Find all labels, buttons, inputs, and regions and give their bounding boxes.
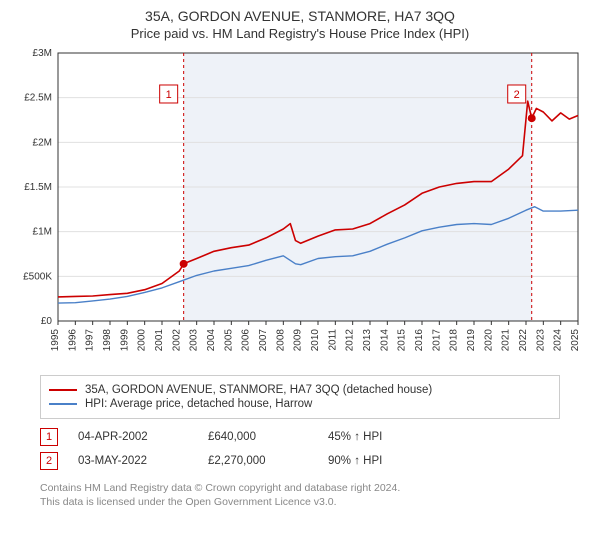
chart-svg: £0 £500K £1M £1.5M £2M £2.5M £3M 1995 1996 1997 19… [14, 47, 586, 367]
svg-text:2017: 2017 [431, 329, 442, 352]
sale-price: £640,000 [208, 431, 308, 443]
svg-text:2018: 2018 [449, 329, 460, 352]
table-row: 1 04-APR-2002 £640,000 45% ↑ HPI [40, 425, 560, 449]
svg-text:1: 1 [166, 89, 172, 101]
sale-pct: 45% ↑ HPI [328, 431, 438, 443]
svg-text:2002: 2002 [171, 329, 182, 352]
sale-date: 03-MAY-2022 [78, 455, 188, 467]
svg-text:2019: 2019 [466, 329, 477, 352]
svg-text:2016: 2016 [414, 329, 425, 352]
svg-text:£1M: £1M [33, 227, 52, 238]
svg-text:2015: 2015 [397, 329, 408, 352]
chart-plot: £0 £500K £1M £1.5M £2M £2.5M £3M 1995 1996 1997 19… [14, 47, 586, 367]
sale-badge: 1 [40, 428, 58, 446]
svg-text:2025: 2025 [570, 329, 581, 352]
svg-text:1995: 1995 [50, 329, 61, 352]
footer-line: This data is licensed under the Open Gov… [40, 495, 586, 509]
svg-text:2010: 2010 [310, 329, 321, 352]
svg-text:1999: 1999 [119, 329, 130, 352]
svg-text:2012: 2012 [345, 329, 356, 352]
svg-text:2024: 2024 [553, 329, 564, 352]
svg-text:2014: 2014 [379, 329, 390, 352]
chart-subtitle: Price paid vs. HM Land Registry's House … [14, 26, 586, 41]
svg-text:2007: 2007 [258, 329, 269, 352]
svg-text:£500K: £500K [23, 271, 52, 282]
chart-title: 35A, GORDON AVENUE, STANMORE, HA7 3QQ [14, 8, 586, 24]
footer-attribution: Contains HM Land Registry data © Crown c… [40, 481, 586, 509]
sales-table: 1 04-APR-2002 £640,000 45% ↑ HPI 2 03-MA… [40, 425, 560, 473]
svg-text:2006: 2006 [241, 329, 252, 352]
svg-text:2005: 2005 [223, 329, 234, 352]
svg-text:2003: 2003 [189, 329, 200, 352]
svg-text:1996: 1996 [67, 329, 78, 352]
legend-label: HPI: Average price, detached house, Harr… [85, 398, 312, 410]
legend-row: HPI: Average price, detached house, Harr… [49, 398, 551, 410]
svg-text:2021: 2021 [501, 329, 512, 352]
svg-text:2011: 2011 [327, 329, 338, 351]
footer-line: Contains HM Land Registry data © Crown c… [40, 481, 586, 495]
svg-text:£3M: £3M [33, 48, 52, 59]
sale-date: 04-APR-2002 [78, 431, 188, 443]
table-row: 2 03-MAY-2022 £2,270,000 90% ↑ HPI [40, 449, 560, 473]
svg-text:£0: £0 [41, 316, 53, 327]
sale-badge: 2 [40, 452, 58, 470]
svg-text:1997: 1997 [85, 329, 96, 352]
svg-text:2004: 2004 [206, 329, 217, 352]
svg-text:2001: 2001 [154, 329, 165, 352]
svg-text:£2.5M: £2.5M [24, 93, 52, 104]
svg-text:2008: 2008 [275, 329, 286, 352]
legend-swatch [49, 389, 77, 391]
svg-text:2: 2 [514, 89, 520, 101]
svg-text:2013: 2013 [362, 329, 373, 352]
svg-text:2009: 2009 [293, 329, 304, 352]
svg-text:£1.5M: £1.5M [24, 182, 52, 193]
legend-row: 35A, GORDON AVENUE, STANMORE, HA7 3QQ (d… [49, 384, 551, 396]
legend-swatch [49, 403, 77, 405]
legend-label: 35A, GORDON AVENUE, STANMORE, HA7 3QQ (d… [85, 384, 432, 396]
svg-text:£2M: £2M [33, 137, 52, 148]
chart-container: 35A, GORDON AVENUE, STANMORE, HA7 3QQ Pr… [0, 0, 600, 560]
sale-pct: 90% ↑ HPI [328, 455, 438, 467]
svg-text:2020: 2020 [483, 329, 494, 352]
svg-text:2023: 2023 [535, 329, 546, 352]
svg-text:1998: 1998 [102, 329, 113, 352]
sale-price: £2,270,000 [208, 455, 308, 467]
svg-text:2022: 2022 [518, 329, 529, 352]
svg-text:2000: 2000 [137, 329, 148, 352]
legend-box: 35A, GORDON AVENUE, STANMORE, HA7 3QQ (d… [40, 375, 560, 419]
